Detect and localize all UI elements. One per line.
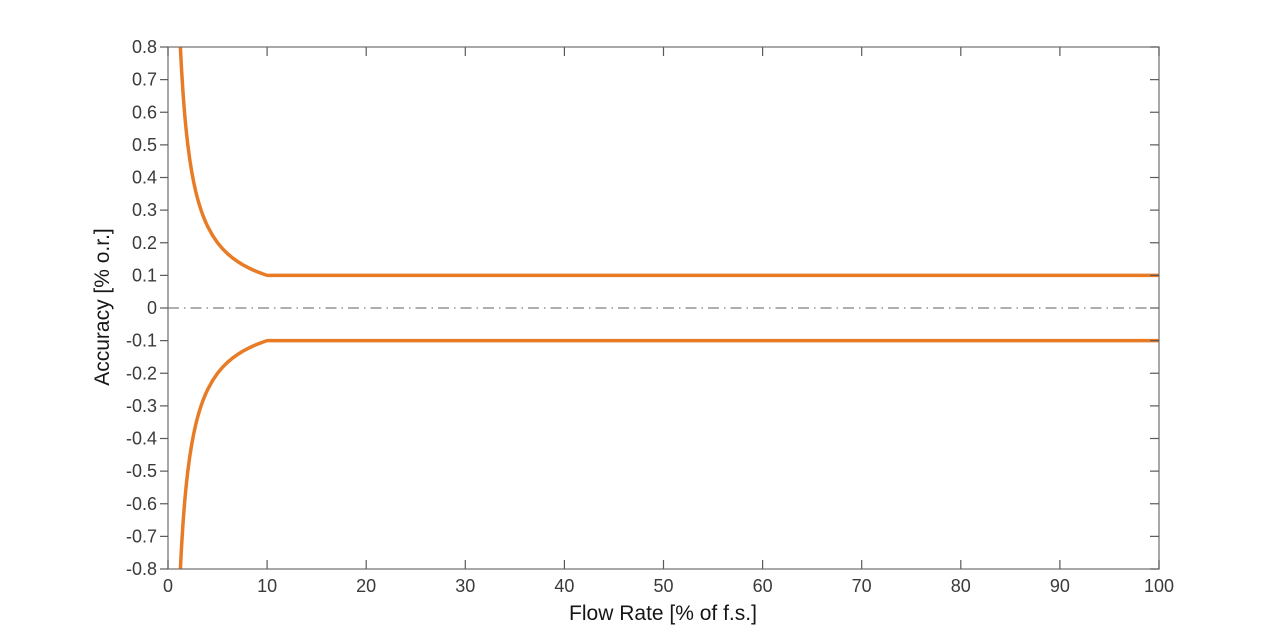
y-axis-title: Accuracy [% o.r.]	[91, 228, 114, 386]
x-tick-label: 60	[753, 576, 773, 596]
x-tick-label: 10	[257, 576, 277, 596]
upper-accuracy-limit-line	[178, 47, 1159, 278]
x-tick-label: 70	[852, 576, 872, 596]
x-tick-label: 20	[356, 576, 376, 596]
y-tick-label: 0.4	[132, 168, 157, 188]
lower-accuracy-limit-line	[178, 338, 1159, 569]
y-tick-label: -0.2	[126, 363, 157, 383]
y-tick-label: 0.6	[132, 102, 157, 122]
x-tick-label: 90	[1050, 576, 1070, 596]
y-tick-label: 0.7	[132, 70, 157, 90]
y-tick-label: -0.5	[126, 461, 157, 481]
x-axis-title: Flow Rate [% of f.s.]	[569, 602, 757, 625]
x-tick-label: 50	[653, 576, 673, 596]
x-tick-label: 100	[1144, 576, 1174, 596]
y-tick-label: 0.2	[132, 233, 157, 253]
y-tick-label: 0.8	[132, 37, 157, 57]
y-tick-label: -0.4	[126, 429, 157, 449]
x-tick-label: 30	[455, 576, 475, 596]
y-tick-label: -0.1	[126, 331, 157, 351]
y-tick-label: -0.3	[126, 396, 157, 416]
x-tick-label: 80	[951, 576, 971, 596]
y-tick-label: -0.8	[126, 559, 157, 579]
y-tick-label: 0.1	[132, 265, 157, 285]
x-tick-label: 40	[554, 576, 574, 596]
y-tick-label: -0.6	[126, 494, 157, 514]
y-tick-label: 0.3	[132, 200, 157, 220]
x-tick-label: 0	[163, 576, 173, 596]
y-tick-label: 0	[147, 298, 157, 318]
y-tick-label: -0.7	[126, 526, 157, 546]
y-tick-label: 0.5	[132, 135, 157, 155]
